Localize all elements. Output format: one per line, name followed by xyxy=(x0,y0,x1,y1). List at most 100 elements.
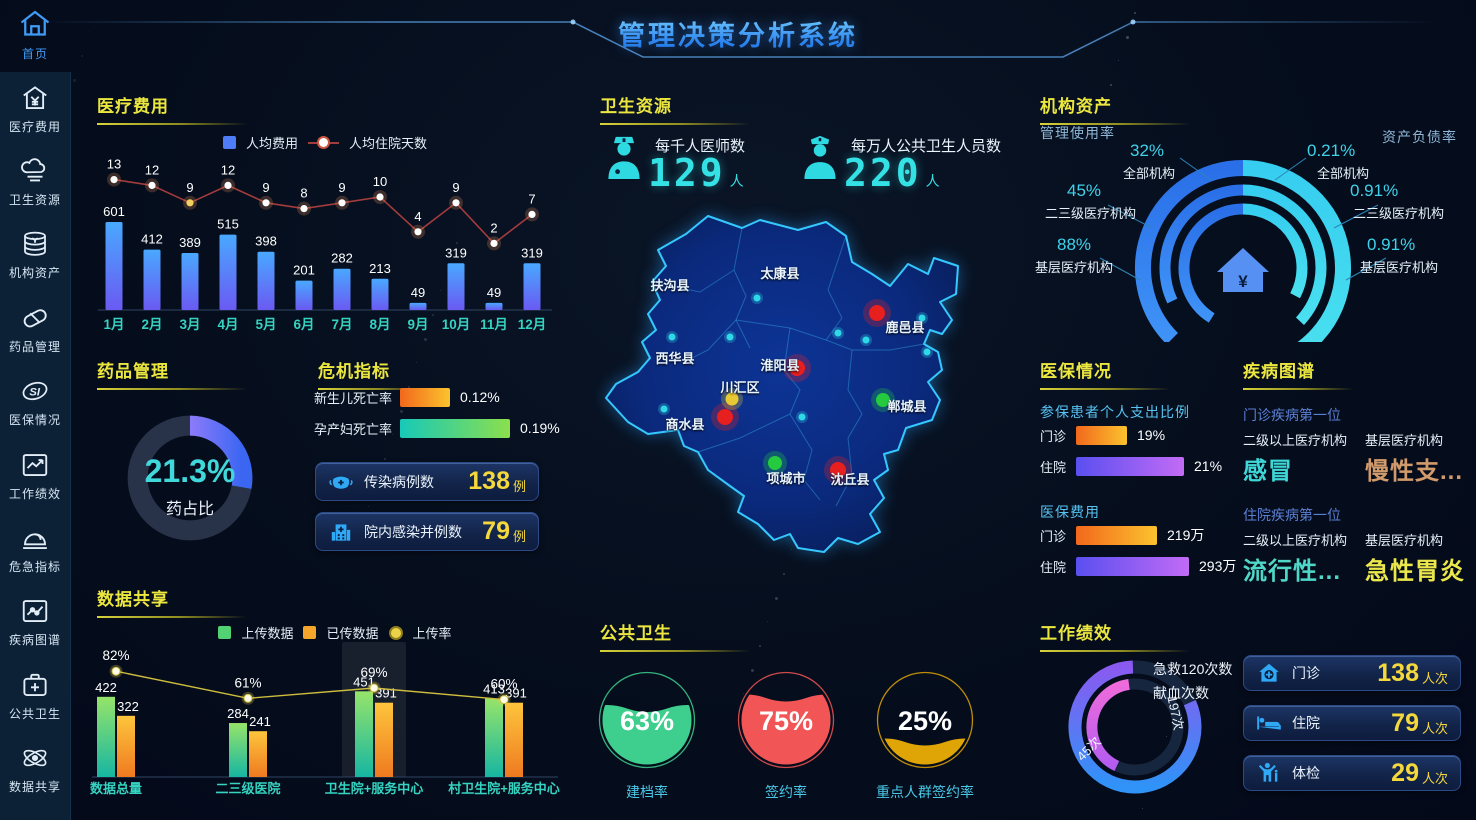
svg-text:422: 422 xyxy=(95,680,117,695)
disease-org-label: 二级以上医疗机构 xyxy=(1243,533,1348,548)
share-icon xyxy=(20,743,50,773)
performance-card[interactable]: 门诊 138 人次 xyxy=(1243,655,1461,691)
svg-text:69%: 69% xyxy=(360,665,387,680)
sidebar-item-label: 药品管理 xyxy=(8,339,61,354)
map-marker-red[interactable] xyxy=(824,456,852,484)
disease-group-title: 住院疾病第一位 xyxy=(1243,507,1341,523)
panel-title: 药品管理 xyxy=(97,362,169,381)
liquid-gauge-label: 重点人群签约率 xyxy=(876,784,974,800)
svg-text:7: 7 xyxy=(528,191,535,206)
map-marker-red[interactable] xyxy=(783,354,811,382)
panel-title: 公共卫生 xyxy=(600,624,672,643)
sidebar-item-10[interactable]: 数据共享 xyxy=(0,733,70,806)
insurance-row-label: 住院 xyxy=(1040,459,1067,475)
map-marker-cyan[interactable] xyxy=(666,331,678,343)
performance-card[interactable]: 体检 29 人次 xyxy=(1243,755,1461,791)
panel-data-share: 数据共享 上传数据 已传数据 上传率 422 322 数据总量 284 241 二三级医院… xyxy=(85,575,565,820)
performance-card-value: 138 xyxy=(1377,658,1419,687)
gauge-callout-label: 基层医疗机构 xyxy=(1360,260,1439,275)
sidebar-item-home[interactable]: 首页 xyxy=(0,6,70,62)
sidebar-item-3[interactable]: 机构资产 xyxy=(0,219,70,292)
sidebar-item-5[interactable]: SI 医保情况 xyxy=(0,366,70,439)
title-underline xyxy=(1040,650,1190,652)
gauge-callout-label: 全部机构 xyxy=(1123,166,1176,181)
sidebar-item-1[interactable]: 医疗费用 xyxy=(0,72,70,145)
gauge-callout-label: 基层医疗机构 xyxy=(1035,260,1114,275)
title-underline xyxy=(1243,388,1353,390)
panel-public-health: 公共卫生 63% 建档率 75% 签约率 25% 重点人群签约率 xyxy=(590,612,1030,817)
panel-performance: 工作绩效 197次 45次 急救120次数 献血次数 门诊 138 人次 住院 79 人次体… xyxy=(1035,612,1465,817)
panel-title: 危机指标 xyxy=(318,362,390,381)
sidebar-item-label: 公共卫生 xyxy=(8,706,61,721)
map-marker-green[interactable] xyxy=(763,451,787,475)
map-marker-green[interactable] xyxy=(871,388,895,412)
crisis-row-label: 新生儿死亡率 xyxy=(314,390,393,406)
header: 管理决策分析系统 xyxy=(0,0,1476,70)
sidebar-item-2[interactable]: 卫生资源 xyxy=(0,145,70,218)
svg-text:451: 451 xyxy=(353,674,375,689)
title-underline xyxy=(600,123,750,125)
sidebar: 首页 医疗费用 卫生资源 机构资产药品管理 SI 医保情况 工作绩效 危急指标 疾病图谱公共卫… xyxy=(0,0,71,820)
liquid-gauge[interactable]: 25% xyxy=(875,670,975,770)
sidebar-item-9[interactable]: 公共卫生 xyxy=(0,659,70,732)
disease-name: 慢性支... xyxy=(1365,458,1464,485)
resource-stat-label: 每千人医师数 xyxy=(655,138,746,155)
insurance-row-value: 293万 xyxy=(1199,558,1237,574)
checkup-icon xyxy=(1256,760,1282,786)
sidebar-item-8[interactable]: 疾病图谱 xyxy=(0,586,70,659)
drug-ratio-donut[interactable] xyxy=(90,378,290,578)
crisis-card-value: 138 xyxy=(468,467,510,495)
crisis-card[interactable]: 院内感染并例数 79 例 xyxy=(315,512,539,551)
performance-card-label: 门诊 xyxy=(1292,665,1320,681)
map-marker-cyan[interactable] xyxy=(751,292,763,304)
map-marker-cyan[interactable] xyxy=(796,411,808,423)
disease-name: 急性胃炎 xyxy=(1365,558,1465,585)
panel-crisis: 危机指标 新生儿死亡率 0.12% 孕产妇死亡率 0.19% 传染病例数 138 例院内感… xyxy=(310,350,565,565)
insurance-row-value: 219万 xyxy=(1167,527,1205,543)
map-region-label: 太康县 xyxy=(759,266,799,281)
nurse-icon xyxy=(798,131,842,183)
map-marker-cyan[interactable] xyxy=(724,331,736,343)
performance-card[interactable]: 住院 79 人次 xyxy=(1243,705,1461,741)
gauge-left-axis-label: 管理使用率 xyxy=(1040,125,1115,141)
map-marker-cyan[interactable] xyxy=(832,327,844,339)
crisis-row: 新生儿死亡率 0.12% xyxy=(314,386,562,408)
drug-ratio-value: 21.3% xyxy=(144,453,236,489)
map-marker-red[interactable] xyxy=(711,403,739,431)
panel-title: 医疗费用 xyxy=(97,97,169,116)
trend-icon xyxy=(20,450,50,480)
map-marker-red[interactable] xyxy=(863,299,891,327)
svg-text:¥: ¥ xyxy=(1238,272,1248,291)
cloud-icon xyxy=(20,156,50,186)
sidebar-item-7[interactable]: 危急指标 xyxy=(0,512,70,585)
resource-stat-unit: 人 xyxy=(925,173,940,189)
hospital-icon xyxy=(328,519,354,545)
svg-text:二三级医院: 二三级医院 xyxy=(215,781,280,796)
svg-text:9: 9 xyxy=(452,180,459,195)
crisis-row-bar xyxy=(400,418,511,438)
crisis-card[interactable]: 传染病例数 138 例 xyxy=(315,462,539,501)
sidebar-item-6[interactable]: 工作绩效 xyxy=(0,439,70,512)
map-marker-cyan[interactable] xyxy=(860,334,872,346)
sidebar-item-4[interactable]: 药品管理 xyxy=(0,292,70,365)
gauge-callout-label: 全部机构 xyxy=(1317,166,1370,181)
map-marker-cyan[interactable] xyxy=(921,346,933,358)
gauge-callout-value: 88% xyxy=(1057,235,1092,254)
medical-cost-chart[interactable]: 6011月4122月3893月5154月3985月2016月2827月2138月… xyxy=(90,125,560,340)
svg-text:4月: 4月 xyxy=(217,317,238,332)
liquid-gauge[interactable]: 63% xyxy=(597,670,697,770)
panel-health-resource: 卫生资源 每千人医师数 129 人每万人公共卫生人员数 220 人 xyxy=(590,85,1030,200)
panel-title: 工作绩效 xyxy=(1040,624,1112,643)
legend-bar-swatch xyxy=(222,136,236,149)
map-marker-cyan[interactable] xyxy=(916,312,928,324)
liquid-gauge[interactable]: 75% xyxy=(736,670,836,770)
map-marker-cyan[interactable] xyxy=(658,403,670,415)
ring-value-emergency: 197次 xyxy=(1164,695,1186,732)
map-region-label: 沈丘县 xyxy=(830,472,869,487)
map-marker-yellow[interactable] xyxy=(721,388,743,410)
sidebar-home-label: 首页 xyxy=(21,47,48,61)
assets-gauge-chart[interactable]: ¥ xyxy=(1035,120,1465,342)
